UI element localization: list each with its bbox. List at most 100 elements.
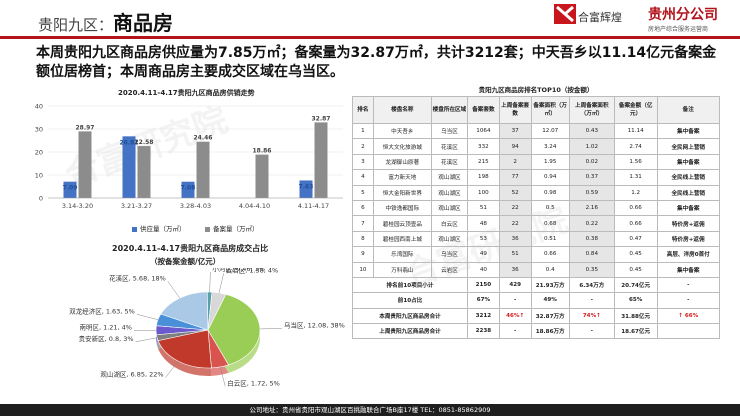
- table-cell: 0.98: [530, 184, 570, 201]
- table-cell: 48: [467, 215, 500, 232]
- pie-leader-line: [167, 281, 180, 299]
- table-cell: 集中备案: [656, 153, 720, 171]
- table-cell: 0.66: [613, 199, 658, 217]
- ranking-table: 排名 楼盘名称 楼盘所在区域 备案套数 上周备案套数 备案面积（万㎡） 上周备案面积（万㎡）…: [351, 96, 720, 340]
- table-cell: 198: [467, 169, 500, 186]
- table-cell: 高层、洋房0首付: [656, 246, 720, 263]
- summary-cell: 65%: [613, 292, 658, 309]
- headline: 本周贵阳九区商品房供应量为7.85万㎡；备案量为32.87万㎡，共计3212套；…: [36, 45, 717, 80]
- table-cell: 乌当区: [430, 122, 469, 140]
- table-row: 9 乐湾国际 乌当区 49 51 0.66 0.84 0.45 高层、洋房0首付: [352, 246, 720, 263]
- table-cell: 碧桂园云顶壹品: [372, 215, 432, 232]
- table-cell: 0.94: [530, 169, 570, 186]
- summary-cell: [656, 323, 720, 340]
- company-logo-icon: [554, 4, 576, 24]
- bar: [122, 136, 136, 198]
- legend-supply-label: 供应量（万㎡）: [140, 225, 186, 233]
- bar: [78, 131, 92, 198]
- column-header: 备注: [656, 96, 720, 124]
- table-cell: 0.59: [568, 184, 615, 201]
- y-tick-label: 0: [39, 195, 43, 203]
- table-cell: 9: [352, 246, 374, 263]
- table-row: 10 万科翡山 云岩区 40 36 0.4 0.35 0.45 集中备案: [352, 261, 720, 278]
- table-cell: 100: [467, 184, 500, 201]
- table-cell: 7: [352, 215, 374, 232]
- data-label: 7.63: [299, 183, 314, 190]
- data-label: 32.87: [312, 115, 331, 122]
- table-cell: 51: [467, 199, 500, 217]
- table-cell: 49: [467, 246, 500, 263]
- table-body: 1 中天吾乡 乌当区 1064 37 12.07 0.43 11.14 集中备案 2 恒大文化旅游城…: [351, 122, 720, 340]
- table-cell: 40: [467, 261, 500, 278]
- summary-label: 本周贵阳九区商品房合计: [351, 307, 469, 325]
- pie-label: 贵安新区, 0.8, 3%: [79, 334, 134, 343]
- table-cell: 0.4: [530, 261, 570, 278]
- summary-label: 上周贵阳九区商品房合计: [351, 323, 469, 340]
- summary-row: 本周贵阳九区商品房合计 3212 46%↑ 32.87万方 74%↑ 31.88亿元 ↑ 6…: [351, 307, 720, 325]
- table-cell: 8: [352, 230, 374, 248]
- table-cell: 2: [498, 153, 532, 171]
- summary-cell: 21.93万方: [530, 276, 570, 294]
- column-header: 排名: [352, 96, 374, 124]
- data-label: 7.09: [63, 185, 78, 192]
- table-cell: 龙湖御山原著: [372, 153, 432, 171]
- summary-cell: -: [498, 323, 532, 340]
- table-cell: 2.16: [568, 199, 615, 217]
- table-cell: 观山湖区: [430, 199, 469, 217]
- summary-cell: 18.86万方: [530, 323, 570, 340]
- x-tick-label: 3.21-3.27: [121, 202, 152, 210]
- table-row: 4 富力新天地 观山湖区 198 77 0.94 0.37 1.31 全民线上营销: [352, 169, 720, 186]
- table-cell: 0.66: [613, 215, 658, 232]
- table-cell: 0.37: [568, 169, 615, 186]
- table-cell: 11.14: [613, 122, 658, 140]
- table-cell: 36: [498, 230, 532, 248]
- summary-cell: ↑ 66%: [656, 307, 720, 325]
- summary-cell: -: [568, 292, 615, 309]
- summary-cell: 18.67亿元: [613, 323, 658, 340]
- legend-supply: 供应量（万㎡）: [132, 223, 186, 233]
- table-cell: 0.84: [568, 246, 615, 263]
- table-cell: 6: [352, 199, 374, 217]
- pie-label: 南明区, 1.21, 4%: [79, 322, 132, 331]
- pie-leader-line: [219, 366, 226, 387]
- summary-cell: -: [656, 276, 720, 294]
- summary-cell: -: [498, 292, 532, 309]
- data-label: 7.08: [181, 185, 196, 192]
- summary-cell: 3212: [467, 307, 500, 325]
- table-cell: 万科翡山: [372, 261, 432, 278]
- table-cell: 0.5: [530, 199, 570, 217]
- table-cell: 集中备案: [656, 199, 720, 217]
- summary-cell: 31.88亿元: [613, 307, 658, 325]
- y-tick-label: 40: [35, 103, 43, 111]
- table-cell: 332: [467, 138, 500, 155]
- table-header-row: 排名 楼盘名称 楼盘所在区域 备案套数 上周备案套数 备案面积（万㎡） 上周备案面积（万㎡）…: [352, 96, 720, 124]
- legend-record-swatch: [205, 226, 210, 232]
- pie-label: 白云区, 1.72, 5%: [227, 378, 280, 387]
- table-title: 贵阳九区商品房排名TOP10（按金额）: [478, 86, 594, 94]
- header-title: 贵阳九区：商品房: [38, 7, 173, 36]
- table-cell: 特价房+返佣: [656, 230, 720, 248]
- branch-name: 贵州分公司: [648, 7, 718, 23]
- pie-chart-title: 2020.4.11-4.17贵阳九区商品房成交占比: [112, 244, 269, 253]
- table-cell: 3.24: [530, 138, 570, 155]
- summary-cell: 74%↑: [568, 307, 615, 325]
- table-cell: 云岩区: [430, 261, 469, 278]
- table-cell: 1: [352, 122, 374, 140]
- data-label: 26.81: [120, 139, 139, 146]
- summary-cell: 2238: [467, 323, 500, 340]
- table-cell: 观山湖区: [430, 184, 469, 201]
- bar: [299, 180, 313, 198]
- table-cell: 36: [498, 261, 532, 278]
- branch-subtitle: 房地产综合服务运营商: [648, 26, 709, 33]
- header-divider: [0, 36, 740, 39]
- summary-cell: 6.34万方: [568, 276, 615, 294]
- summary-label: 排名前10项目小计: [351, 276, 469, 294]
- table-cell: 集中备案: [656, 261, 720, 278]
- table-cell: 特价房+返佣: [656, 215, 720, 232]
- pie-leader-line: [135, 337, 158, 343]
- table-cell: 0.45: [613, 261, 658, 278]
- table-cell: 观山湖区: [430, 230, 469, 248]
- pie-leader-line: [209, 272, 211, 293]
- summary-cell: 46%↑: [498, 307, 532, 325]
